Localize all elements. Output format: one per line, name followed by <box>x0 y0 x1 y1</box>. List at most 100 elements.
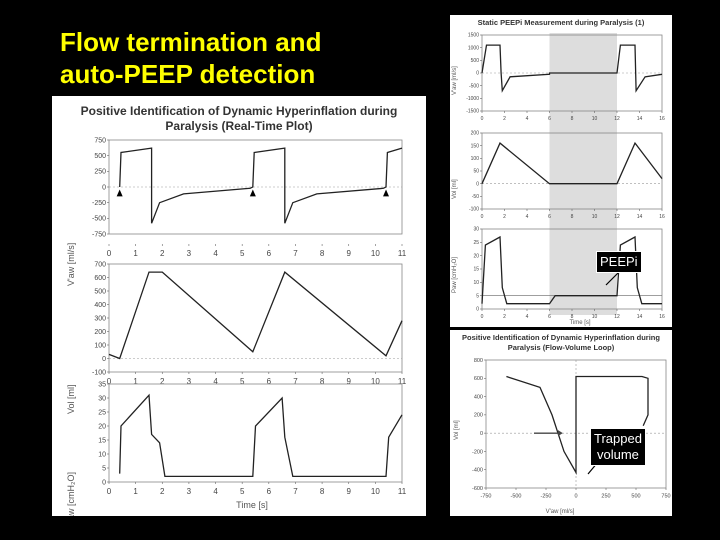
rt-volume-axis-label: Vol [ml] <box>452 179 458 199</box>
rt-vol-xtick-3: 6 <box>548 214 551 220</box>
trapped-volume-callout: Trapped volume <box>590 428 646 466</box>
rt-paw-xtick-7: 14 <box>637 314 643 320</box>
static-peepi-panel: Static PEEPi Measurement during Paralysi… <box>450 15 672 327</box>
loop-ytick-4: 0 <box>480 431 483 437</box>
realtime-plot-title-line1: Positive Identification of Dynamic Hyper… <box>80 104 398 118</box>
rt-vol-ytick-4: 0 <box>476 181 479 187</box>
vol-ytick-3: 400 <box>94 302 106 309</box>
loop-ytick-2: 400 <box>474 394 483 400</box>
flow-xtick-0: 0 <box>107 249 112 258</box>
rt-paw-xtick-1: 2 <box>503 314 506 320</box>
vol-xtick-7: 7 <box>293 377 298 386</box>
rt-flow-ytick-0: 1500 <box>468 33 479 39</box>
paw-ytick-2: 25 <box>98 409 106 416</box>
loop-ytick-5: -200 <box>472 449 483 455</box>
rt-paw-xtick-3: 6 <box>548 314 551 320</box>
paw-ytick-3: 20 <box>98 423 106 430</box>
vol-xtick-11: 11 <box>398 377 407 386</box>
vol-ytick-7: 0 <box>102 356 106 363</box>
paw-ytick-6: 5 <box>102 465 106 472</box>
rt-flow-xtick-1: 2 <box>503 116 506 122</box>
loop-flow-axis-label: V'aw [ml/s] <box>546 509 575 515</box>
flow-xtick-7: 7 <box>293 249 298 258</box>
pressure-axes <box>108 383 403 483</box>
peepi-callout-pointer <box>605 270 621 286</box>
flow-xtick-4: 4 <box>213 249 218 258</box>
rt-paw-ytick-1: 25 <box>473 240 479 246</box>
paw-xtick-10: 10 <box>371 487 380 496</box>
rt-vol-ytick-1: 150 <box>471 143 480 149</box>
rt-paw-ytick-0: 30 <box>473 227 479 233</box>
rt-vol-xtick-7: 14 <box>637 214 643 220</box>
vol-ytick-1: 600 <box>94 275 106 282</box>
paw-ytick-5: 10 <box>98 451 106 458</box>
rt-flow-xtick-4: 8 <box>571 116 574 122</box>
flow-xtick-6: 6 <box>267 249 272 258</box>
vol-xtick-2: 2 <box>160 377 165 386</box>
rt-flow-xtick-3: 6 <box>548 116 551 122</box>
pressure-trace <box>119 393 403 478</box>
rt-paw-ytick-3: 15 <box>473 267 479 273</box>
vol-xtick-8: 8 <box>320 377 325 386</box>
rt-paw-xtick-4: 8 <box>571 314 574 320</box>
loop-xtick-1: -500 <box>510 494 521 500</box>
paw-xtick-6: 6 <box>267 487 272 496</box>
breath-marker-0 <box>116 189 123 197</box>
rt-flow-ytick-6: -1500 <box>466 109 479 115</box>
flow-ytick-6: -750 <box>92 231 106 238</box>
flow-ytick-5: -500 <box>92 216 106 223</box>
vol-xtick-4: 4 <box>213 377 218 386</box>
rt-vol-ytick-2: 100 <box>471 156 480 162</box>
rt-flow-xtick-5: 10 <box>592 116 598 122</box>
rt-flow-ytick-1: 1000 <box>468 45 479 51</box>
vol-ytick-6: 100 <box>94 342 106 349</box>
rt-vol-xtick-2: 4 <box>526 214 529 220</box>
flow-xtick-1: 1 <box>133 249 138 258</box>
vol-xtick-0: 0 <box>107 377 112 386</box>
paw-xtick-3: 3 <box>187 487 192 496</box>
vol-ytick-2: 500 <box>94 288 106 295</box>
loop-xtick-2: -250 <box>540 494 551 500</box>
breath-marker-1 <box>249 189 256 197</box>
paw-xtick-1: 1 <box>133 487 138 496</box>
flow-xtick-9: 9 <box>347 249 352 258</box>
flow-xtick-3: 3 <box>187 249 192 258</box>
loop-xtick-0: -750 <box>480 494 491 500</box>
volume-axis-label: Vol [ml] <box>66 384 76 414</box>
paw-xtick-9: 9 <box>347 487 352 496</box>
realtime-plot-svg: V'aw [ml/s] Vol [ml] Paw [cmH₂O] Time [s… <box>66 137 407 516</box>
rt-pressure-trace <box>481 235 662 305</box>
rt-vol-ytick-5: -50 <box>472 194 479 200</box>
paw-ytick-4: 15 <box>98 437 106 444</box>
paw-xtick-4: 4 <box>213 487 218 496</box>
paw-xtick-2: 2 <box>160 487 165 496</box>
rt-flow-ytick-4: -500 <box>469 83 479 89</box>
flow-trace <box>119 147 403 224</box>
rt-paw-xtick-2: 4 <box>526 314 529 320</box>
loop-trace <box>506 375 649 475</box>
rt-paw-xtick-8: 16 <box>659 314 665 320</box>
flow-xtick-5: 5 <box>240 249 245 258</box>
flow-volume-loop-svg: Vol [ml] V'aw [ml/s] 800 600 400 200 0 -200 -4… <box>454 358 671 515</box>
breath-marker-2 <box>383 189 390 197</box>
rt-vol-xtick-1: 2 <box>503 214 506 220</box>
loop-ytick-0: 800 <box>474 358 483 364</box>
volume-axes <box>108 263 403 373</box>
loop-ytick-1: 600 <box>474 376 483 382</box>
vol-ytick-0: 700 <box>94 261 106 268</box>
vol-ytick-5: 200 <box>94 329 106 336</box>
loop-arrowhead-right <box>558 430 563 437</box>
rt-paw-ytick-5: 5 <box>476 293 479 299</box>
rt-flow-trace <box>481 44 663 93</box>
loop-volume-axis-label: Vol [ml] <box>454 420 460 440</box>
rt-flow-xtick-0: 0 <box>481 116 484 122</box>
paw-xtick-11: 11 <box>398 487 407 496</box>
paw-ytick-7: 0 <box>102 479 106 486</box>
vol-xtick-9: 9 <box>347 377 352 386</box>
static-peepi-svg: V'aw [ml/s] Vol [ml] Paw [cmH₂O] Time [s… <box>452 33 665 326</box>
rt-flow-ytick-5: -1000 <box>466 96 479 102</box>
flow-ytick-1: 500 <box>94 153 106 160</box>
flow-xtick-11: 11 <box>398 249 407 258</box>
time-axis-label: Time [s] <box>236 500 268 510</box>
loop-ytick-3: 200 <box>474 413 483 419</box>
